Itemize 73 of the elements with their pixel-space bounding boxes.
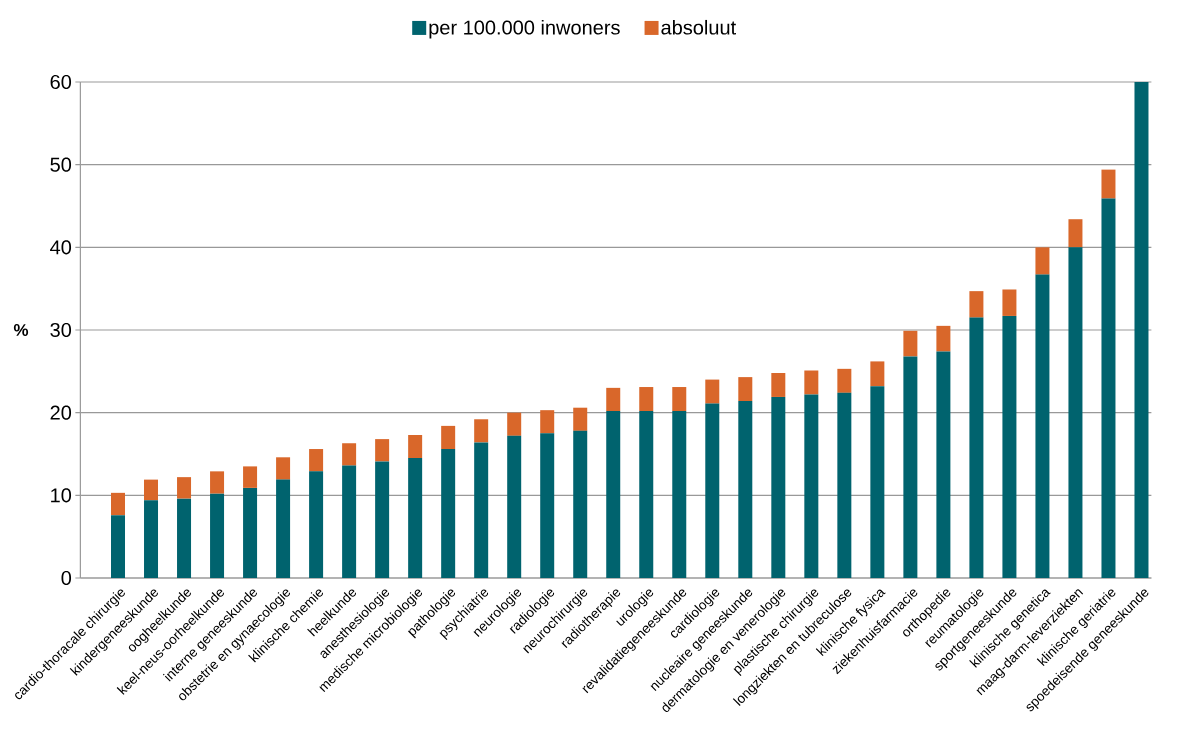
bar	[573, 407, 588, 431]
y-tick-label: 0	[61, 570, 72, 586]
bar	[1134, 81, 1149, 578]
bar	[408, 434, 423, 459]
legend-label: absoluut	[661, 19, 736, 35]
bar	[1002, 315, 1017, 578]
bar	[540, 410, 555, 434]
bar	[111, 515, 126, 578]
bar	[1101, 169, 1116, 199]
bar	[144, 479, 159, 501]
bar	[837, 368, 852, 393]
bar	[507, 435, 522, 578]
bar	[309, 471, 324, 578]
bar	[441, 425, 456, 450]
bar	[1068, 247, 1083, 578]
legend-label: per 100.000 inwoners	[429, 19, 620, 39]
bar	[969, 317, 984, 578]
bar	[507, 412, 522, 436]
bar	[1068, 219, 1083, 248]
bar	[1035, 247, 1050, 275]
bar	[870, 386, 885, 578]
y-tick-label: 40	[50, 240, 72, 255]
bar	[969, 291, 984, 318]
bar	[837, 392, 852, 578]
bar	[474, 442, 489, 578]
bar	[276, 457, 291, 480]
bar	[144, 500, 159, 578]
bar	[705, 379, 720, 404]
bar	[1035, 274, 1050, 578]
bar	[474, 419, 489, 443]
bar	[738, 401, 753, 578]
bar	[804, 394, 819, 578]
y-tick-label: 30	[50, 322, 72, 338]
bar	[672, 387, 687, 411]
bar	[540, 433, 555, 578]
y-tick-label: 20	[50, 405, 72, 420]
y-tick-label: 60	[50, 74, 72, 90]
bar	[309, 449, 324, 472]
bar	[375, 461, 390, 578]
bar	[936, 351, 951, 578]
bar	[177, 477, 192, 499]
y-tick-label: 50	[50, 157, 72, 172]
bar	[210, 471, 225, 494]
bar	[573, 430, 588, 578]
bar	[210, 493, 225, 578]
bar	[870, 361, 885, 387]
y-axis-title: %	[13, 324, 29, 336]
bar	[408, 458, 423, 578]
bar	[177, 498, 192, 578]
bar	[936, 325, 951, 352]
bar	[804, 370, 819, 395]
y-tick-label: 10	[51, 488, 72, 503]
bar	[111, 492, 126, 516]
bar	[243, 487, 258, 578]
bar	[606, 411, 621, 578]
bar	[342, 443, 357, 466]
bar	[1002, 289, 1017, 316]
bar	[672, 411, 687, 578]
bar	[639, 387, 654, 411]
bar	[639, 411, 654, 578]
bar	[771, 396, 786, 578]
bar	[342, 465, 357, 578]
bar	[738, 377, 753, 402]
bar	[771, 372, 786, 397]
bar	[705, 403, 720, 578]
bar	[903, 330, 918, 357]
bar	[375, 439, 390, 462]
bar	[441, 449, 456, 578]
bar	[243, 466, 258, 488]
bar	[1101, 198, 1116, 578]
bar	[276, 479, 291, 578]
bar	[606, 387, 621, 411]
bar	[903, 356, 918, 578]
